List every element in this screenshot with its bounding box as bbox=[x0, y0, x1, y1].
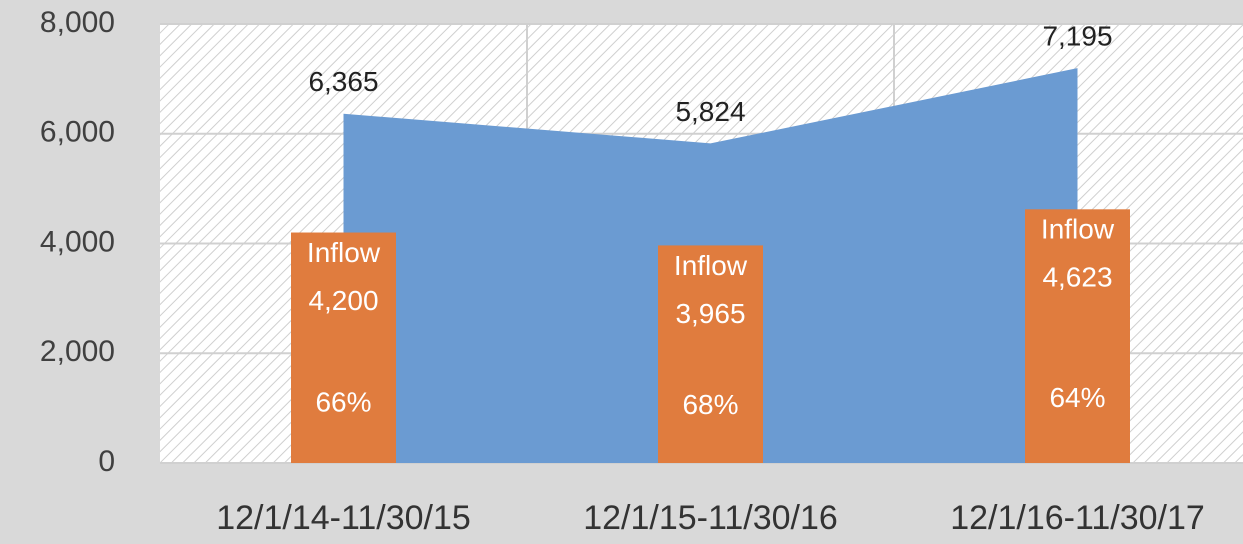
area-value-label: 6,365 bbox=[308, 66, 378, 97]
bar-value-label: 4,623 bbox=[1042, 262, 1112, 293]
bar bbox=[658, 245, 763, 463]
x-tick-label: 12/1/14-11/30/15 bbox=[216, 499, 471, 537]
bar-percent-label: 64% bbox=[1049, 382, 1105, 413]
area-value-label: 7,195 bbox=[1042, 21, 1112, 52]
y-tick-label: 6,000 bbox=[40, 116, 115, 149]
bar-value-label: 4,200 bbox=[308, 285, 378, 316]
bar bbox=[291, 232, 396, 463]
bar bbox=[1025, 209, 1130, 463]
bar-series-label: Inflow bbox=[1041, 214, 1115, 245]
bar-percent-label: 68% bbox=[682, 389, 738, 420]
x-tick-label: 12/1/16-11/30/17 bbox=[950, 499, 1205, 537]
bar-percent-label: 66% bbox=[315, 386, 371, 417]
y-tick-label: 0 bbox=[98, 445, 115, 478]
bar-series-label: Inflow bbox=[307, 237, 381, 268]
y-tick-label: 8,000 bbox=[40, 6, 115, 39]
bar-series-label: Inflow bbox=[674, 250, 748, 281]
y-tick-label: 4,000 bbox=[40, 225, 115, 258]
bar-value-label: 3,965 bbox=[675, 298, 745, 329]
area-value-label: 5,824 bbox=[675, 96, 745, 127]
x-tick-label: 12/1/15-11/30/16 bbox=[583, 499, 838, 537]
y-tick-label: 2,000 bbox=[40, 335, 115, 368]
